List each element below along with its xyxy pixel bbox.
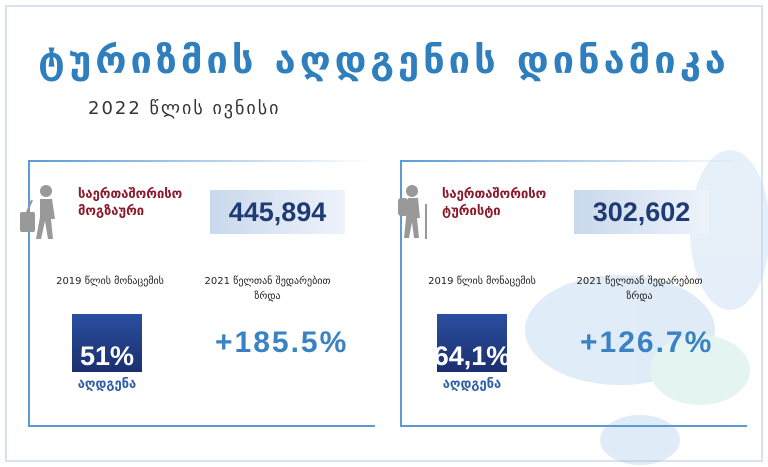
title: ტურიზმის აღდგენის დინამიკა xyxy=(38,38,730,82)
category-label: საერთაშორისო ტურისტი xyxy=(442,187,547,219)
growth-value: +185.5% xyxy=(215,326,349,359)
count-value: 302,602 xyxy=(574,190,709,234)
card-frame xyxy=(28,160,375,427)
growth-caption: 2021 წელთან შედარებით ზრდა xyxy=(576,276,703,302)
count-value: 445,894 xyxy=(210,190,345,234)
recovery-label: აღდგენა xyxy=(77,377,137,392)
person-icon xyxy=(398,185,427,239)
recovery-caption: 2019 წლის მონაცემის xyxy=(428,276,536,287)
card-top-line xyxy=(28,160,373,162)
card-frame xyxy=(400,160,747,427)
recovery-label: აღდგენა xyxy=(442,377,502,392)
growth-caption: 2021 წელთან შედარებით ზრდა xyxy=(204,276,331,302)
person-icon xyxy=(20,185,55,239)
card-top-line xyxy=(400,160,745,162)
subtitle: 2022 წლის ივნისი xyxy=(88,98,281,119)
recovery-caption: 2019 წლის მონაცემის xyxy=(56,276,164,287)
category-label: საერთაშორისო მოგზაური xyxy=(78,187,183,219)
recovery-value: 64,1% xyxy=(434,314,510,372)
recovery-value: 51% xyxy=(72,314,142,372)
growth-value: +126.7% xyxy=(580,326,714,359)
